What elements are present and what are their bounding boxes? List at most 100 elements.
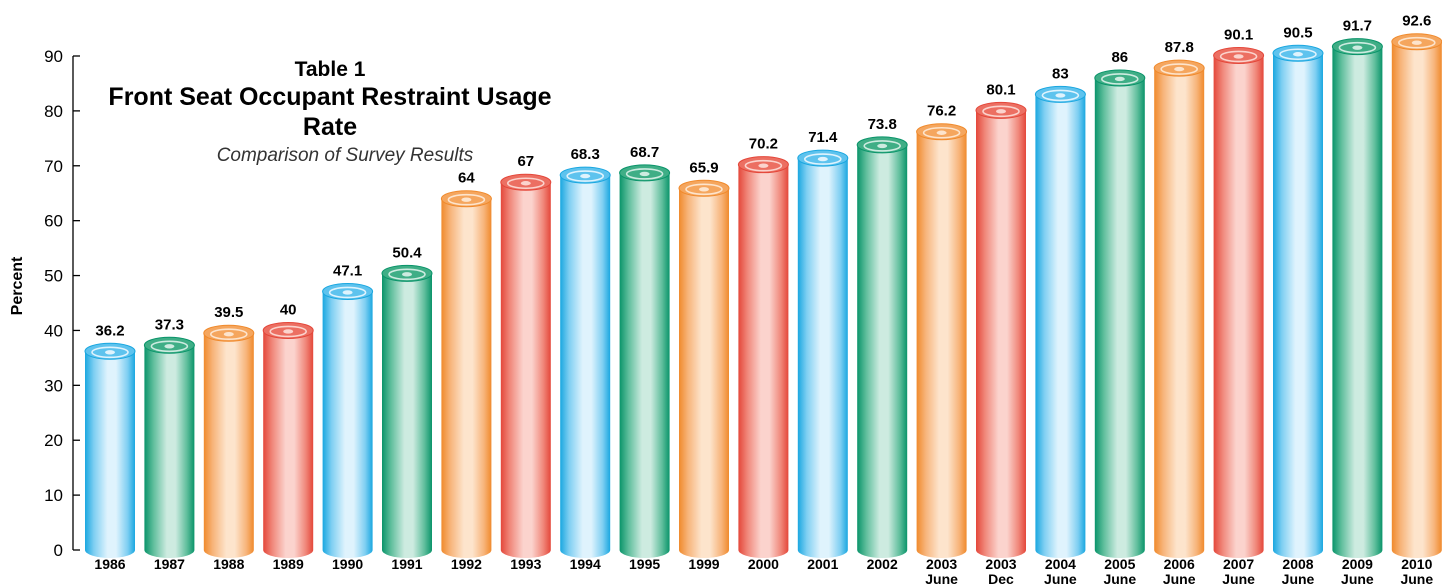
bar-body xyxy=(738,164,789,558)
bar-top-rim xyxy=(1338,41,1377,54)
bar-top-rim xyxy=(1160,63,1198,75)
x-tick-sublabel: June xyxy=(1163,571,1196,587)
data-label: 91.7 xyxy=(1343,18,1372,35)
bar-top-emblem xyxy=(342,290,353,295)
x-tick-sublabel: June xyxy=(1341,571,1374,587)
bar-top-rim xyxy=(625,168,664,180)
bar-body xyxy=(857,144,908,559)
x-tick-label: 1990 xyxy=(332,556,363,572)
x-tick-label: 1987 xyxy=(154,556,185,572)
bar-body xyxy=(560,175,611,558)
bar-top-emblem xyxy=(817,156,828,162)
bar-body xyxy=(1094,77,1145,558)
data-label: 36.2 xyxy=(95,322,124,339)
bar-top-emblem xyxy=(520,181,531,186)
data-label: 73.8 xyxy=(868,116,897,133)
bar-top-rim xyxy=(150,340,189,353)
bar-top-emblem xyxy=(1352,45,1363,50)
bar-top-emblem xyxy=(1411,40,1422,45)
bar-body xyxy=(1391,41,1442,559)
bar xyxy=(1153,59,1205,558)
data-label: 90.1 xyxy=(1224,26,1253,43)
x-tick-label: 1988 xyxy=(213,556,244,572)
x-tick-label: 2009 xyxy=(1342,556,1373,572)
bar xyxy=(500,173,552,558)
data-label: 64 xyxy=(458,170,475,187)
bar-top-rim xyxy=(91,346,129,359)
x-tick-label: 2004 xyxy=(1045,556,1076,572)
x-tick-sublabel: Dec xyxy=(988,571,1014,587)
x-tick-label: 2003 xyxy=(926,556,957,572)
data-label: 65.9 xyxy=(689,159,718,176)
data-label: 92.6 xyxy=(1402,13,1431,30)
chart-title-block: Table 1 Front Seat Occupant Restraint Us… xyxy=(90,58,570,170)
data-label: 90.5 xyxy=(1283,24,1312,41)
bar-body xyxy=(1213,55,1264,558)
bar xyxy=(381,264,433,558)
bar-top-rim xyxy=(803,153,842,165)
data-label: 68.3 xyxy=(571,146,600,163)
bar-body xyxy=(619,172,670,558)
x-tick-label: 2008 xyxy=(1282,556,1313,572)
bar xyxy=(1331,38,1383,559)
y-tick-label: 50 xyxy=(44,267,63,286)
labels: 36.2 1986 37.3 1987 39.5 1988 40 1989 47.1 1990 50… xyxy=(94,13,1433,587)
x-tick-label: 2010 xyxy=(1401,556,1432,572)
bar-top-rim xyxy=(269,325,308,338)
bar xyxy=(1094,69,1146,558)
bar-top-rim xyxy=(447,193,486,206)
bar-top-rim xyxy=(1398,36,1436,49)
bar xyxy=(143,336,195,558)
chart-caption: Comparison of Survey Results xyxy=(216,145,474,166)
x-tick-label: 1986 xyxy=(94,556,125,572)
bar xyxy=(619,164,671,558)
bar xyxy=(1391,33,1442,559)
bar xyxy=(916,123,968,558)
x-tick-label: 2006 xyxy=(1164,556,1195,572)
x-tick-sublabel: June xyxy=(925,571,958,587)
data-label: 40 xyxy=(280,301,297,318)
data-label: 76.2 xyxy=(927,103,956,120)
bar-top-rim xyxy=(982,105,1020,118)
bar xyxy=(797,149,849,559)
bar-body xyxy=(144,345,195,558)
x-tick-sublabel: June xyxy=(1400,571,1433,587)
x-tick-sublabel: June xyxy=(1103,571,1136,587)
x-tick-label: 2007 xyxy=(1223,556,1254,572)
x-tick-sublabel: June xyxy=(1044,571,1077,587)
data-label: 80.1 xyxy=(986,81,1015,98)
bar-top-rim xyxy=(1279,48,1317,61)
x-tick-sublabel: June xyxy=(1222,571,1255,587)
y-tick-label: 90 xyxy=(44,47,63,66)
bar xyxy=(1213,46,1265,558)
bar-top-rim xyxy=(1041,89,1080,102)
bar xyxy=(678,179,730,558)
bar-body xyxy=(679,188,729,558)
x-tick-label: 1995 xyxy=(629,556,660,572)
bar-top-rim xyxy=(210,328,248,340)
bar-top-rim xyxy=(388,268,426,281)
bar-body xyxy=(1154,68,1205,558)
y-tick-label: 40 xyxy=(44,321,63,340)
bar-top-emblem xyxy=(936,130,947,135)
bar xyxy=(975,101,1027,558)
x-tick-label: 1992 xyxy=(451,556,482,572)
x-tick-label: 2000 xyxy=(748,556,779,572)
bar-top-rim xyxy=(922,126,961,139)
bar-body xyxy=(203,333,254,558)
data-label: 70.2 xyxy=(749,136,778,153)
y-axis-label: Percent xyxy=(9,256,26,315)
bar-top-emblem xyxy=(1233,54,1244,59)
bar xyxy=(737,156,789,558)
bar-body xyxy=(976,110,1026,558)
bar-top-rim xyxy=(566,170,605,182)
y-tick-label: 20 xyxy=(44,431,63,450)
bar xyxy=(322,282,374,558)
data-label: 71.4 xyxy=(808,129,838,146)
bar xyxy=(262,321,314,558)
chart-title: Table 1 xyxy=(294,58,366,81)
x-tick-label: 2002 xyxy=(867,556,898,572)
data-label: 47.1 xyxy=(333,262,362,279)
bar-top-emblem xyxy=(283,329,294,334)
